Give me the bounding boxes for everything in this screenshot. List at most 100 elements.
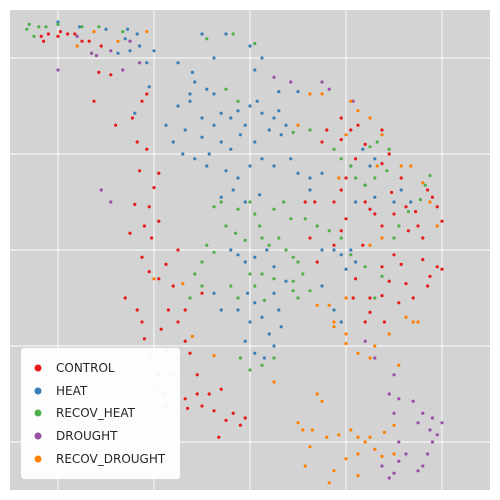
point-heat [289, 157, 293, 161]
point-heat [205, 164, 209, 168]
point-drought [392, 411, 396, 415]
point-recov-drought [116, 39, 120, 43]
point-recov-heat [253, 284, 257, 288]
point-recov-drought [303, 464, 307, 468]
point-recov-heat [253, 212, 257, 216]
point-heat [183, 128, 187, 132]
point-control [135, 140, 139, 144]
point-recov-drought [392, 452, 396, 456]
point-recov-heat [205, 243, 209, 247]
point-recov-drought [368, 435, 372, 439]
point-recov-drought [356, 474, 360, 478]
point-heat [200, 116, 204, 120]
point-heat [135, 32, 139, 36]
point-heat [190, 70, 194, 74]
point-recov-heat [236, 207, 240, 211]
point-heat [320, 284, 324, 288]
point-recov-heat [121, 30, 125, 34]
point-control [332, 200, 336, 204]
point-control [188, 351, 192, 355]
point-recov-drought [327, 303, 331, 307]
point-heat [260, 315, 264, 319]
point-control [426, 284, 430, 288]
point-drought [75, 34, 79, 39]
point-recov-heat [363, 265, 367, 269]
point-recov-drought [428, 200, 432, 204]
point-heat [277, 90, 281, 94]
point-drought [440, 421, 444, 425]
legend-label-recov-heat: RECOV_HEAT [56, 406, 136, 420]
point-heat [229, 147, 233, 151]
point-drought [392, 373, 396, 377]
point-control [58, 30, 63, 34]
point-control [382, 320, 386, 324]
point-recov-heat [253, 42, 257, 46]
point-drought [421, 464, 425, 468]
point-drought [380, 464, 384, 468]
point-control [332, 243, 336, 247]
point-control [387, 279, 391, 283]
point-recov-drought [272, 380, 276, 384]
point-heat [272, 291, 276, 295]
point-recov-drought [344, 457, 348, 461]
point-recov-heat [212, 250, 216, 254]
point-recov-heat [272, 277, 276, 281]
point-control [368, 296, 372, 300]
point-heat [236, 176, 240, 180]
point-control [313, 200, 317, 204]
point-control [339, 138, 343, 142]
point-recov-heat [260, 363, 264, 367]
point-drought [430, 440, 434, 444]
point-drought [90, 51, 94, 55]
point-recov-drought [344, 133, 348, 137]
point-recov-drought [387, 332, 391, 336]
point-heat [332, 308, 336, 312]
point-heat [219, 140, 223, 144]
point-heat [255, 99, 259, 103]
point-heat [246, 291, 250, 295]
point-recov-heat [375, 140, 379, 144]
point-heat [279, 325, 283, 329]
legend: CONTROL HEAT RECOV_HEAT DROUGHT RECOV_DR… [21, 348, 180, 479]
point-control [320, 140, 324, 144]
point-recov-drought [373, 447, 377, 451]
point-control [392, 212, 396, 216]
point-recov-drought [75, 44, 79, 48]
point-heat [296, 171, 300, 175]
point-recov-heat [236, 296, 240, 300]
point-recov-heat [277, 236, 281, 240]
point-recov-heat [27, 22, 31, 26]
point-control [361, 243, 365, 247]
point-control [421, 236, 425, 240]
point-control [380, 265, 384, 269]
point-recov-heat [272, 356, 276, 360]
point-recov-heat [423, 183, 427, 187]
point-recov-heat [248, 272, 252, 276]
point-heat [238, 133, 242, 137]
point-recov-drought [344, 296, 348, 300]
point-control [339, 116, 343, 120]
point-control [147, 205, 151, 209]
point-recov-heat [368, 145, 372, 149]
point-heat [236, 253, 240, 257]
point-heat [349, 248, 353, 252]
point-recov-heat [373, 296, 377, 300]
data-points [25, 20, 444, 485]
point-recov-heat [291, 255, 295, 259]
point-recov-heat [284, 248, 288, 252]
point-recov-heat [236, 99, 240, 103]
point-control [171, 284, 175, 288]
point-recov-heat [291, 279, 295, 283]
point-recov-drought [308, 92, 312, 96]
point-recov-heat [219, 200, 223, 204]
point-recov-drought [332, 469, 336, 473]
point-heat [373, 157, 377, 161]
point-recov-heat [80, 25, 84, 29]
point-recov-drought [315, 392, 319, 396]
point-heat [253, 301, 257, 305]
point-control [380, 128, 384, 132]
point-recov-drought [349, 99, 353, 103]
point-drought [109, 200, 113, 204]
point-heat [231, 188, 235, 192]
point-recov-heat [248, 200, 252, 204]
